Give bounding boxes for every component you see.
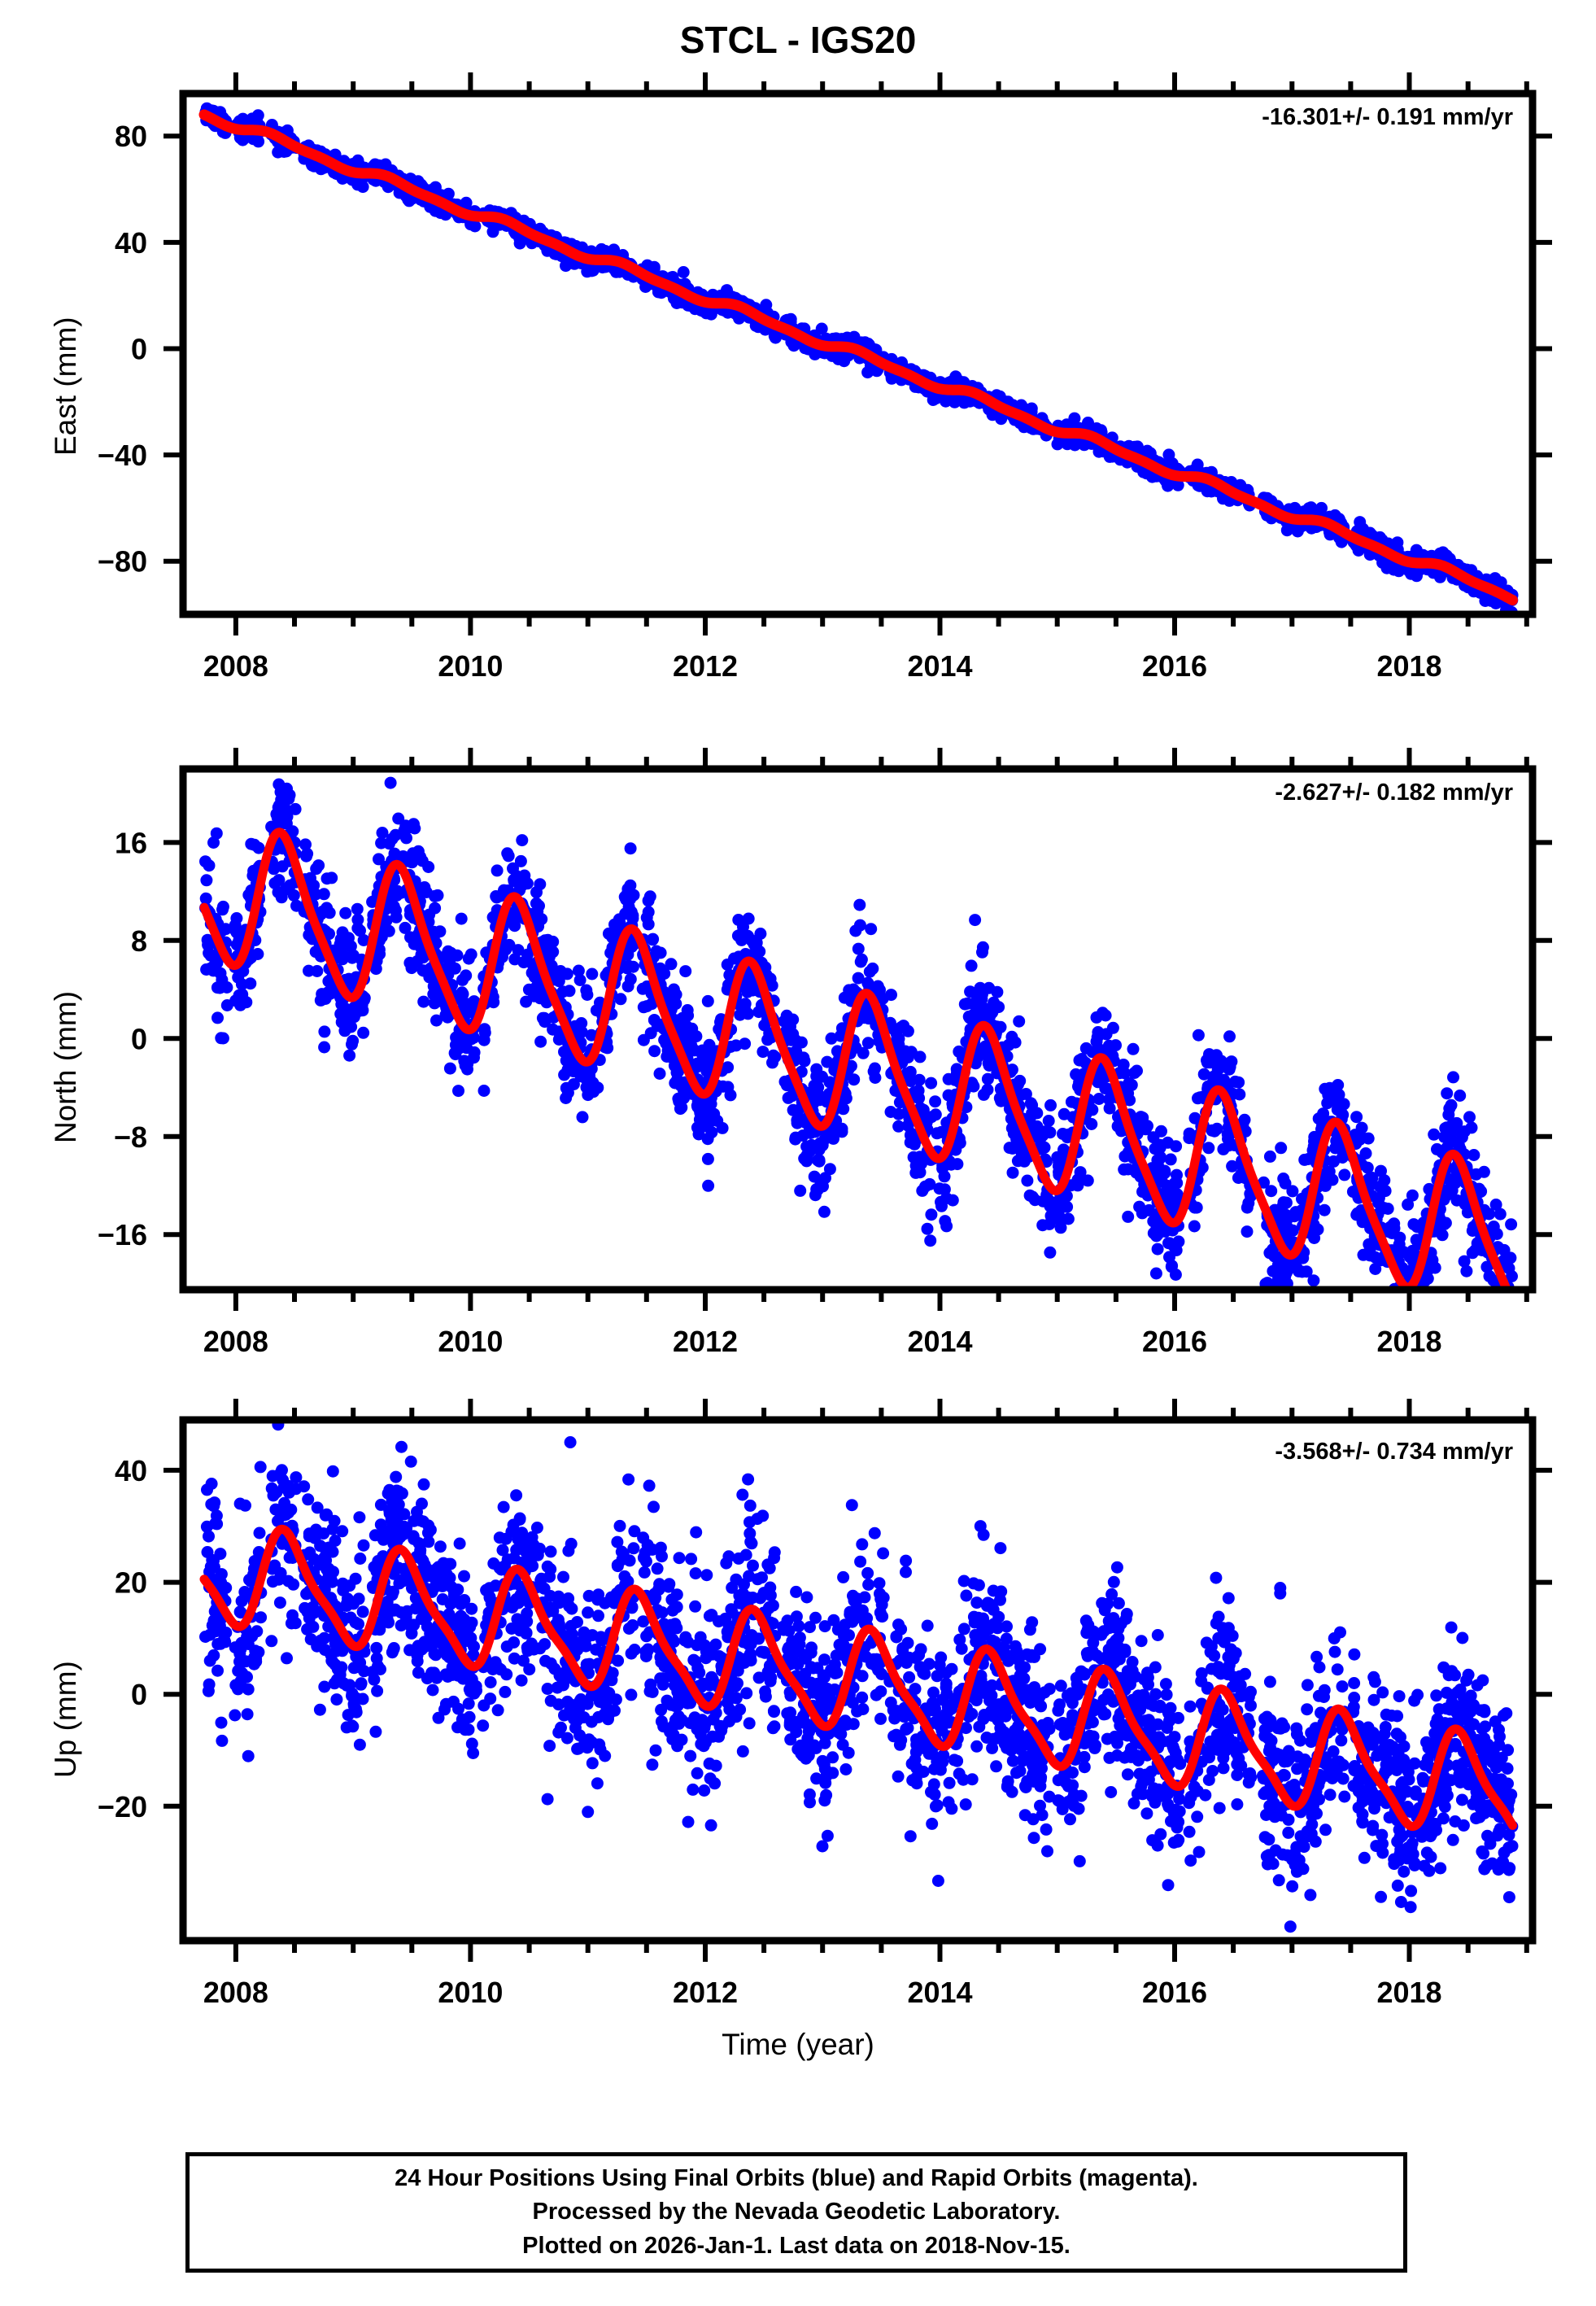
panel-east-plot: 2008 2010 2012 2014 2016 2018 80 40 0 −40 −80 [98, 72, 1552, 683]
y-tick-labels-north: 16 8 0 −8 −16 [98, 826, 147, 1251]
y-tick-label: 8 [131, 924, 147, 958]
axis-label-time: Time (year) [722, 2028, 874, 2061]
x-tick-label: 2010 [438, 1325, 503, 1358]
x-tick-label: 2014 [907, 1325, 972, 1358]
x-ticks-east [233, 72, 1529, 635]
panel-north-plot: 2008 2010 2012 2014 2016 2018 16 8 0 −8 −16 [98, 748, 1552, 1358]
y-tick-label: 40 [115, 1454, 147, 1487]
rate-annotation-east: -16.301+/- 0.191 mm/yr [1262, 104, 1513, 130]
y-tick-label: 20 [115, 1566, 147, 1600]
y-tick-label: 80 [115, 120, 147, 153]
x-tick-labels-east: 2008 2010 2012 2014 2016 2018 [203, 649, 1442, 683]
data-layer-east [198, 102, 1519, 614]
panel-north: 2008 2010 2012 2014 2016 2018 16 8 0 −8 −16 [0, 675, 1596, 1375]
y-tick-label: 0 [131, 1678, 147, 1711]
page-title: STCL - IGS20 [679, 19, 917, 61]
x-tick-label: 2012 [673, 1976, 738, 2009]
y-ticks-north [164, 840, 1552, 1238]
rate-annotation-up: -3.568+/- 0.734 mm/yr [1275, 1439, 1513, 1465]
scatter-points-north [199, 776, 1518, 1290]
x-tick-label: 2014 [907, 1976, 972, 2009]
caption-line-1: 24 Hour Positions Using Final Orbits (bl… [395, 2165, 1198, 2192]
y-tick-label: −80 [98, 545, 147, 579]
x-tick-label: 2012 [673, 649, 738, 683]
scatter-points-up [199, 1420, 1519, 1933]
x-tick-labels-up: 2008 2010 2012 2014 2016 2018 [203, 1976, 1442, 2009]
x-tick-label: 2018 [1376, 649, 1441, 683]
x-tick-label: 2012 [673, 1325, 738, 1358]
x-tick-label: 2008 [203, 649, 268, 683]
x-tick-label: 2008 [203, 1325, 268, 1358]
plot-frame-north [179, 765, 1537, 1294]
x-tick-label: 2010 [438, 649, 503, 683]
x-tick-label: 2018 [1376, 1976, 1441, 2009]
rate-annotation-north: -2.627+/- 0.182 mm/yr [1275, 780, 1513, 806]
x-tick-label: 2018 [1376, 1325, 1441, 1358]
y-tick-labels-east: 80 40 0 −40 −80 [98, 120, 147, 579]
x-tick-label: 2016 [1142, 1976, 1207, 2009]
caption-line-2: Processed by the Nevada Geodetic Laborat… [532, 2199, 1061, 2225]
caption-box: 24 Hour Positions Using Final Orbits (bl… [185, 2152, 1407, 2273]
y-tick-label: 16 [115, 826, 147, 859]
x-tick-labels-north: 2008 2010 2012 2014 2016 2018 [203, 1325, 1442, 1358]
panel-up-plot: 2008 2010 2012 2014 2016 2018 40 20 0 −20 [98, 1399, 1552, 2009]
y-tick-label: −40 [98, 439, 147, 472]
y-tick-label: 0 [131, 1022, 147, 1055]
x-tick-label: 2010 [438, 1976, 503, 2009]
x-tick-label: 2016 [1142, 649, 1207, 683]
model-curve-north [199, 828, 1512, 1290]
model-curve-up [199, 1524, 1517, 1832]
x-tick-label: 2014 [907, 649, 972, 683]
y-ticks-up [164, 1467, 1552, 1809]
x-ticks-up [233, 1399, 1529, 1962]
panel-up: 2008 2010 2012 2014 2016 2018 40 20 0 −20 [0, 1326, 1596, 2059]
plot-frame-up [179, 1416, 1537, 1945]
y-tick-label: −20 [98, 1790, 147, 1823]
axis-label-east: East (mm) [49, 317, 82, 456]
data-layer-north [199, 776, 1518, 1290]
caption-line-3: Plotted on 2026-Jan-1. Last data on 2018… [522, 2232, 1071, 2259]
model-curve-east [198, 109, 1518, 606]
x-tick-label: 2016 [1142, 1325, 1207, 1358]
plot-frame-east [179, 90, 1537, 618]
axis-label-up: Up (mm) [49, 1661, 82, 1778]
y-tick-labels-up: 40 20 0 −20 [98, 1454, 147, 1823]
x-tick-label: 2008 [203, 1976, 268, 2009]
data-layer-up [199, 1420, 1519, 1933]
y-tick-label: −8 [114, 1120, 147, 1154]
panel-east: 2008 2010 2012 2014 2016 2018 80 40 0 −40 −80 [0, 0, 1596, 700]
y-tick-label: −16 [98, 1218, 147, 1251]
x-ticks-north [233, 748, 1529, 1311]
axis-label-north: North (mm) [49, 990, 82, 1143]
y-tick-label: 0 [131, 333, 147, 366]
y-tick-label: 40 [115, 226, 147, 260]
y-ticks-east [164, 133, 1552, 564]
